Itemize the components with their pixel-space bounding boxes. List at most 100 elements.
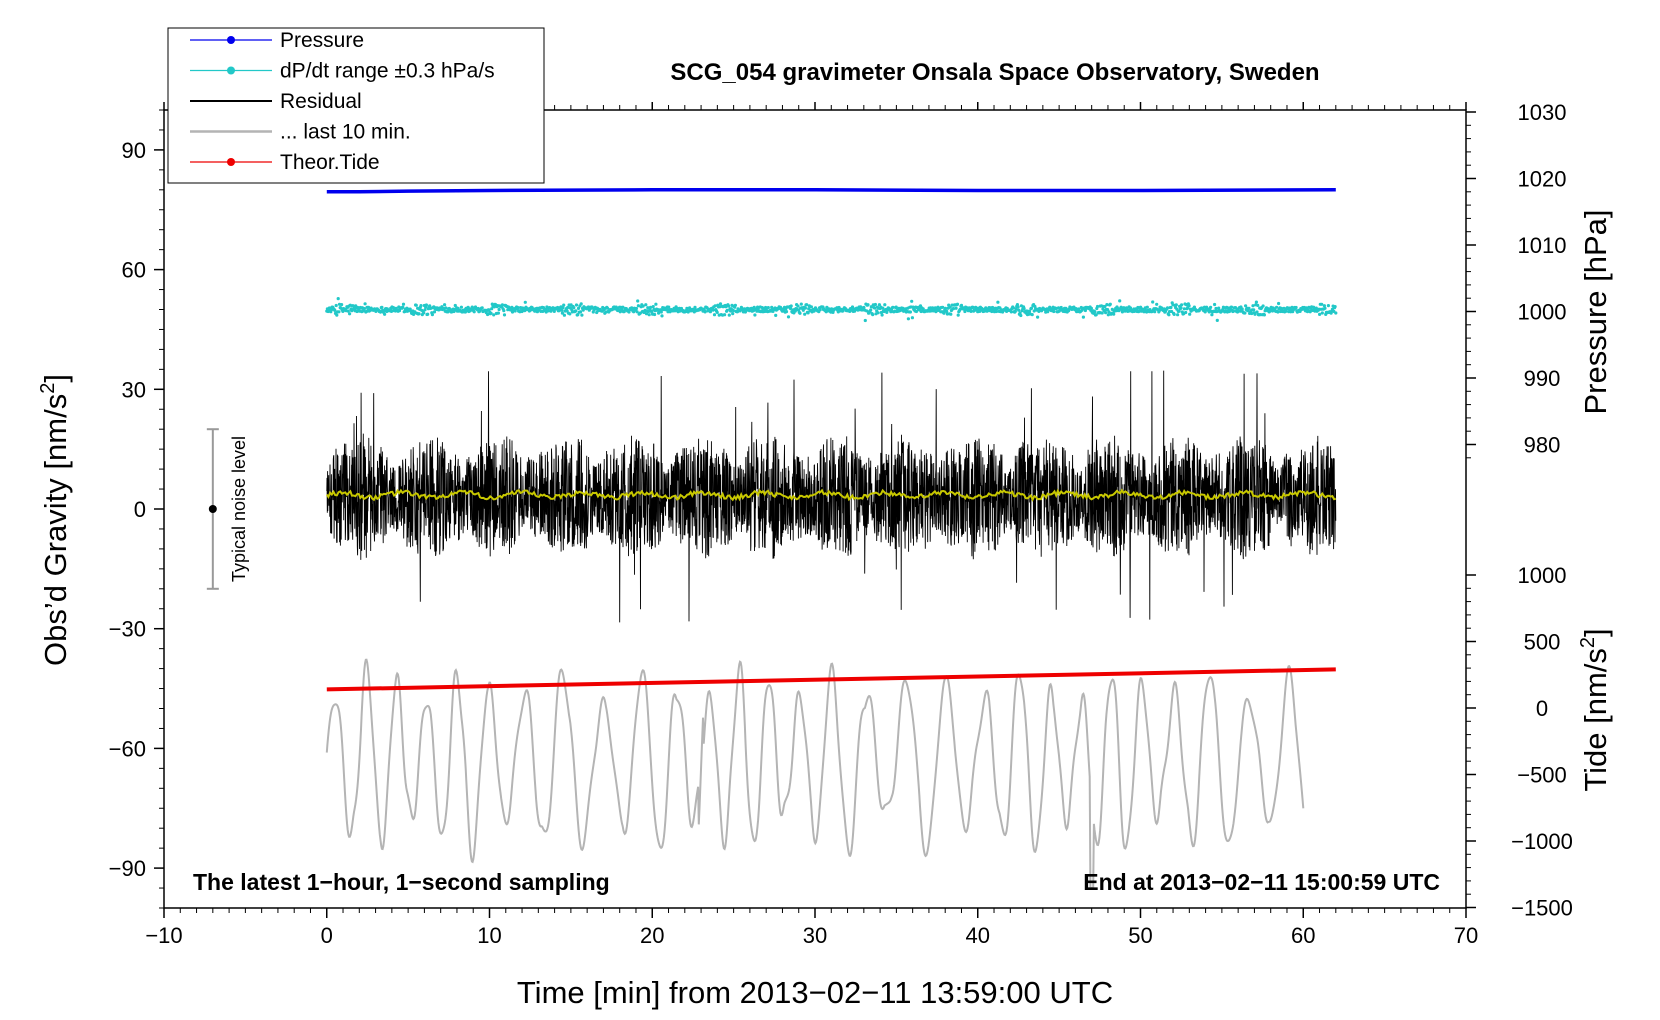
dpdt-point — [873, 302, 878, 307]
dpdt-point — [1077, 307, 1081, 311]
dpdt-point — [865, 309, 869, 313]
dpdt-point — [348, 312, 352, 316]
y-axis-title-left: Obs’d Gravity [nm/s2] — [37, 374, 73, 666]
legend-swatch-marker — [227, 36, 235, 44]
tide-tick-label: 500 — [1524, 630, 1561, 655]
dpdt-point — [1052, 309, 1056, 314]
dpdt-point — [948, 305, 952, 309]
dpdt-point — [489, 311, 493, 315]
dpdt-point — [1105, 303, 1109, 307]
dpdt-point — [1030, 313, 1034, 317]
pressure-tick-label: 1020 — [1518, 167, 1567, 192]
dpdt-point — [654, 302, 658, 306]
dpdt-point — [1209, 305, 1213, 309]
dpdt-point — [660, 314, 664, 318]
dpdt-point — [1016, 305, 1020, 309]
dpdt-point — [1240, 307, 1244, 311]
dpdt-point — [520, 309, 524, 314]
dpdt-point — [801, 308, 805, 312]
pressure-tick-label: 980 — [1524, 433, 1561, 458]
dpdt-point — [659, 310, 663, 314]
dpdt-point — [873, 306, 877, 310]
dpdt-point — [1261, 304, 1265, 308]
dpdt-point — [560, 311, 565, 315]
dpdt-point — [1252, 308, 1256, 312]
dpdt-point — [712, 313, 717, 317]
dpdt-point — [784, 310, 789, 314]
dpdt-point — [731, 312, 735, 316]
dpdt-point — [417, 312, 421, 316]
dpdt-point — [497, 307, 501, 312]
dpdt-point — [727, 304, 731, 308]
dpdt-point — [799, 302, 803, 306]
legend-label: Residual — [280, 90, 362, 113]
dpdt-point — [1120, 310, 1124, 314]
dpdt-point — [1182, 307, 1186, 311]
dpdt-point — [502, 313, 507, 317]
chart-title: SCG_054 gravimeter Onsala Space Observat… — [670, 59, 1319, 86]
y-left-main: Obs’d Gravity [nm/s — [38, 394, 73, 666]
dpdt-point — [805, 303, 809, 307]
dpdt-point — [621, 305, 625, 309]
dpdt-point — [881, 306, 885, 310]
dpdt-point — [552, 309, 556, 313]
dpdt-point — [949, 312, 953, 316]
y-tide-main: Tide [nm/s — [1578, 648, 1613, 792]
dpdt-point — [578, 310, 583, 314]
dpdt-point — [1165, 306, 1170, 310]
y-tide-sup: 2 — [1577, 637, 1599, 648]
dpdt-point — [490, 307, 494, 311]
dpdt-point — [1089, 306, 1093, 310]
dpdt-point — [472, 310, 476, 314]
dpdt-point — [711, 308, 715, 312]
pressure-tick-label: 990 — [1524, 366, 1561, 391]
dpdt-point — [1155, 302, 1159, 306]
dpdt-point — [796, 304, 800, 308]
dpdt-point — [703, 310, 707, 314]
dpdt-point — [363, 302, 367, 306]
y-left-tick-label: −90 — [109, 856, 146, 881]
dpdt-point — [419, 304, 423, 308]
dpdt-point — [568, 312, 572, 316]
dpdt-point — [1322, 304, 1326, 308]
dpdt-point — [876, 311, 880, 315]
dpdt-point — [337, 310, 341, 314]
dpdt-point — [862, 305, 866, 310]
pressure-tick-label: 1010 — [1518, 233, 1567, 258]
dpdt-point — [1180, 303, 1184, 307]
dpdt-point — [1074, 307, 1078, 311]
legend-swatch-marker — [227, 66, 235, 75]
dpdt-point — [1018, 311, 1022, 315]
dpdt-series — [325, 297, 1338, 323]
dpdt-point — [871, 313, 875, 317]
dpdt-point — [1210, 313, 1214, 317]
dpdt-point — [1254, 300, 1258, 304]
dpdt-point — [453, 303, 457, 308]
dpdt-point — [1112, 312, 1116, 316]
dpdt-point — [1027, 309, 1032, 313]
x-tick-label: −10 — [145, 923, 182, 948]
dpdt-point — [1145, 305, 1149, 309]
dpdt-point — [994, 309, 999, 314]
pressure-tick-label: 1030 — [1518, 100, 1567, 125]
dpdt-point — [1247, 306, 1251, 310]
dpdt-point — [723, 313, 727, 317]
dpdt-point — [959, 303, 964, 307]
dpdt-point — [580, 313, 584, 317]
dpdt-point — [636, 299, 640, 303]
dpdt-point — [803, 306, 808, 310]
dpdt-point — [1011, 306, 1016, 310]
dpdt-point — [1188, 312, 1192, 316]
dpdt-point — [546, 309, 550, 313]
dpdt-point — [1334, 311, 1338, 315]
dpdt-point — [1333, 305, 1337, 309]
dpdt-point — [333, 308, 337, 312]
dpdt-point — [1229, 305, 1234, 309]
tide-tick-label: 0 — [1536, 696, 1548, 721]
dpdt-point — [1022, 306, 1026, 311]
dpdt-point — [646, 309, 651, 314]
y-left-tick-label: 90 — [122, 138, 146, 163]
dpdt-point — [866, 303, 870, 307]
dpdt-point — [1009, 310, 1013, 314]
